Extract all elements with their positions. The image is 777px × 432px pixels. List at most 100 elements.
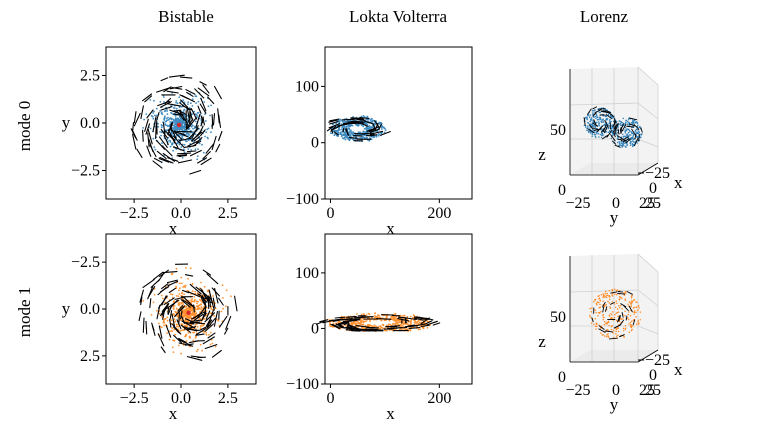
data-point xyxy=(193,296,196,298)
flow-arrow xyxy=(160,77,169,82)
x-axis-label: x xyxy=(169,404,178,423)
data-point xyxy=(350,321,353,324)
data-point xyxy=(414,321,417,324)
flow-arrows xyxy=(315,314,441,332)
flow-arrow xyxy=(190,108,198,120)
data-point xyxy=(191,298,194,300)
flow-arrow xyxy=(213,85,222,100)
data-point xyxy=(395,322,397,325)
data-point xyxy=(613,288,616,291)
data-point xyxy=(395,316,397,318)
data-point xyxy=(189,317,192,320)
flow-arrow xyxy=(426,320,438,326)
data-point xyxy=(164,115,166,117)
data-point xyxy=(635,128,638,130)
data-point xyxy=(171,346,174,349)
data-point xyxy=(378,121,381,124)
data-point xyxy=(155,107,158,110)
flow-arrow xyxy=(144,118,149,132)
data-point xyxy=(406,315,409,318)
flow-arrow xyxy=(610,134,616,142)
data-point xyxy=(626,133,628,135)
data-point xyxy=(615,333,617,335)
x-tick-label: −2.5 xyxy=(120,390,149,407)
flow-arrow xyxy=(612,122,616,127)
data-point xyxy=(630,301,632,303)
data-point xyxy=(198,304,201,306)
data-point xyxy=(195,102,198,104)
data-point xyxy=(160,112,163,115)
flow-arrow xyxy=(329,120,339,125)
data-point xyxy=(590,322,593,325)
data-point xyxy=(418,321,421,324)
flow-arrow xyxy=(366,126,379,132)
data-point xyxy=(169,330,171,333)
flow-arrow xyxy=(195,333,205,336)
flow-arrow xyxy=(180,310,183,320)
data-point xyxy=(204,135,207,138)
flow-arrow xyxy=(161,303,170,316)
flow-arrow xyxy=(201,289,210,304)
flow-arrow xyxy=(598,325,605,330)
data-point xyxy=(221,284,224,287)
data-point xyxy=(192,127,194,130)
y-tick-label: 100 xyxy=(295,78,319,95)
data-point xyxy=(627,313,630,316)
flow-arrow xyxy=(613,120,616,128)
data-point xyxy=(593,323,595,326)
data-point xyxy=(637,304,640,307)
data-point xyxy=(176,120,179,123)
data-point xyxy=(600,332,602,334)
data-point xyxy=(621,297,623,300)
data-point xyxy=(151,115,154,118)
data-point xyxy=(592,129,594,131)
data-point xyxy=(176,325,178,328)
data-point xyxy=(343,125,346,128)
data-point xyxy=(205,131,208,134)
flow-arrow xyxy=(181,289,190,294)
data-point xyxy=(626,129,628,131)
flow-arrow xyxy=(355,118,365,120)
data-point xyxy=(164,123,167,125)
data-point xyxy=(378,325,381,328)
data-point xyxy=(159,101,162,103)
data-point xyxy=(176,102,179,105)
data-point xyxy=(332,322,335,325)
data-point xyxy=(602,313,604,316)
data-point xyxy=(380,319,383,322)
data-point xyxy=(187,101,190,103)
data-point xyxy=(350,129,352,132)
data-point xyxy=(178,138,180,141)
flow-arrow xyxy=(205,310,211,320)
data-point xyxy=(620,122,623,124)
data-point xyxy=(183,143,186,146)
flow-arrow xyxy=(152,271,164,281)
flow-arrow xyxy=(633,138,639,147)
data-point xyxy=(604,115,607,118)
data-point xyxy=(612,336,615,339)
data-point xyxy=(615,289,618,292)
data-point xyxy=(614,293,616,296)
data-point xyxy=(636,121,638,123)
data-point xyxy=(625,146,627,148)
data-point xyxy=(172,339,175,342)
data-point xyxy=(630,325,632,328)
data-point xyxy=(587,122,590,124)
data-point xyxy=(341,127,343,129)
data-point xyxy=(623,294,626,297)
data-point xyxy=(610,120,612,123)
data-point xyxy=(191,105,194,107)
data-point xyxy=(621,146,623,148)
data-point xyxy=(406,322,409,324)
data-point xyxy=(604,296,607,298)
data-point xyxy=(376,315,378,318)
flow-arrow xyxy=(173,334,183,344)
data-point xyxy=(177,295,180,298)
data-point xyxy=(608,298,611,301)
data-point xyxy=(196,350,198,353)
data-point xyxy=(415,323,417,325)
y-tick-label: 0 xyxy=(311,320,319,337)
flow-arrow xyxy=(173,130,183,140)
flow-arrow xyxy=(592,122,598,127)
data-point xyxy=(617,311,620,313)
